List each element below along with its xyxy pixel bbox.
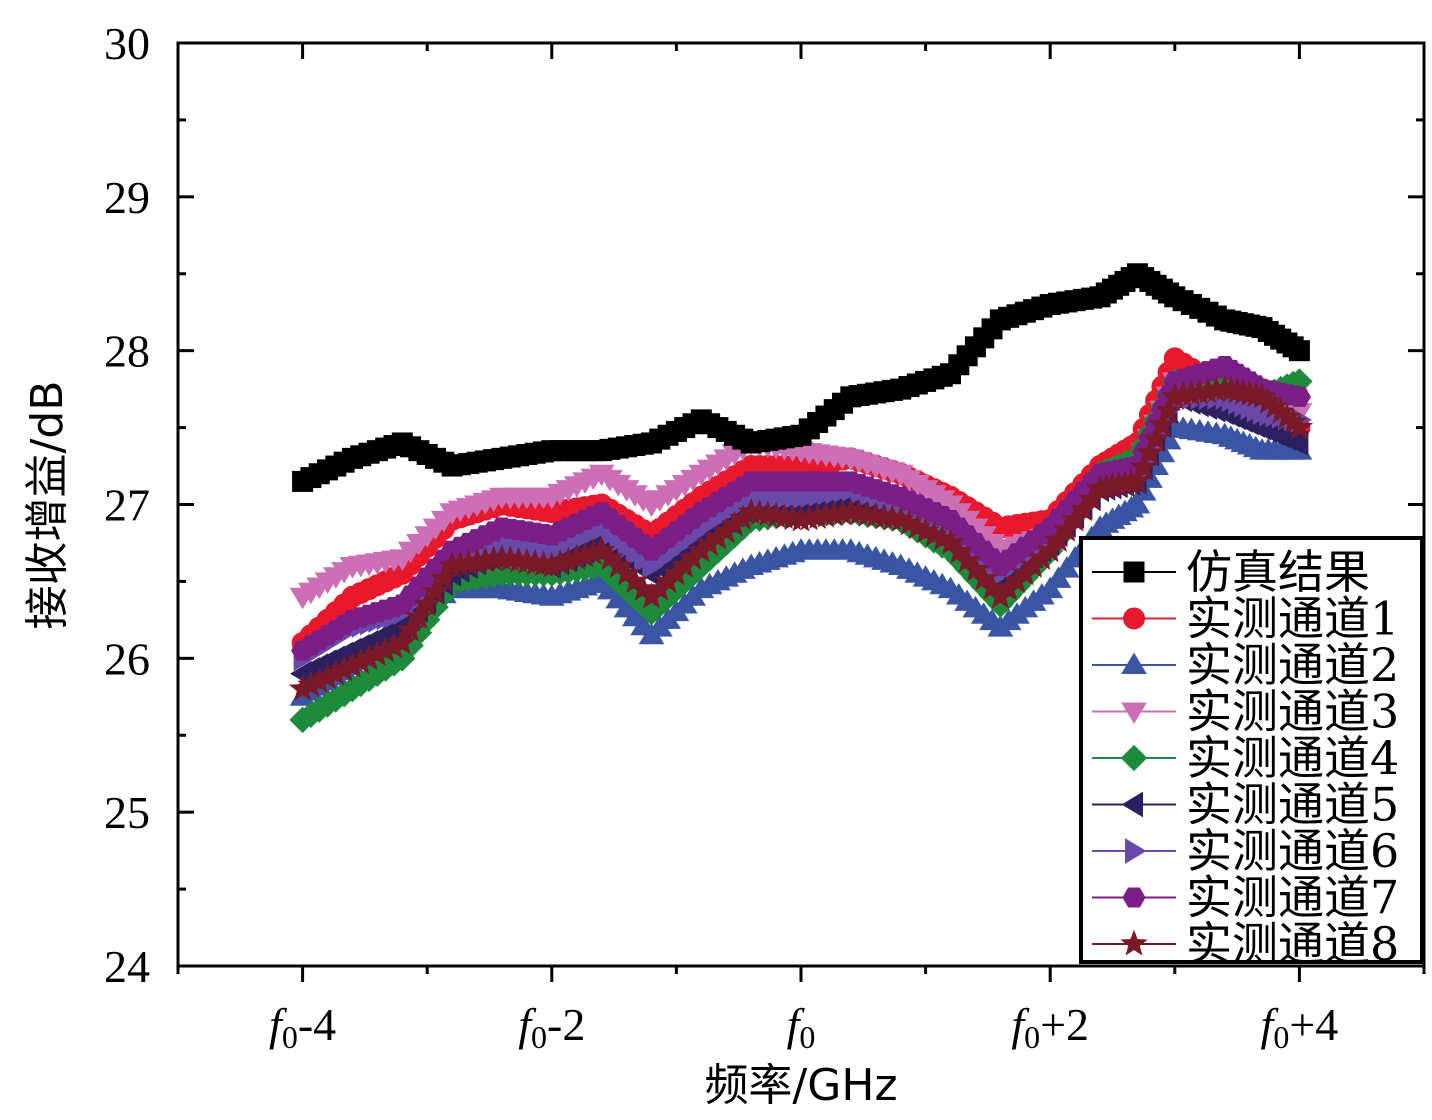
- x-tick-label: f0+4: [1261, 999, 1339, 1055]
- data-point: [1288, 340, 1310, 362]
- legend-marker: [1121, 652, 1147, 674]
- legend-label: 实测通道2: [1186, 638, 1399, 692]
- series-9: [288, 374, 1314, 701]
- legend-label: 实测通道6: [1186, 824, 1399, 878]
- legend-label: 实测通道1: [1186, 592, 1399, 646]
- x-tick-offset: +4: [1289, 999, 1338, 1050]
- legend-marker: [1121, 791, 1143, 818]
- legend-entry-2: 实测通道1: [1092, 592, 1399, 646]
- legend-label: 仿真结果: [1186, 545, 1370, 599]
- x-tick-subscript: 0: [1273, 1019, 1289, 1055]
- y-tick-label: 28: [104, 326, 150, 377]
- series-1: [292, 263, 1310, 492]
- series-8: [291, 356, 1311, 661]
- legend-marker: [1120, 744, 1148, 772]
- legend-label: 实测通道5: [1186, 778, 1399, 832]
- legend-marker: [1123, 607, 1145, 630]
- data-point: [1129, 452, 1158, 479]
- x-tick-subscript: 0: [1024, 1019, 1040, 1055]
- y-tick-label: 29: [104, 172, 150, 223]
- y-tick-label: 30: [104, 18, 150, 69]
- data-point: [388, 628, 416, 655]
- data-point: [1285, 413, 1314, 440]
- x-tick-label: f0-4: [269, 999, 336, 1055]
- legend-marker: [1121, 702, 1147, 724]
- x-tick-label: f0+2: [1011, 999, 1089, 1055]
- data-point: [396, 615, 425, 642]
- legend-label: 实测通道4: [1186, 731, 1399, 785]
- y-axis-title: 接收增益/dB: [22, 381, 73, 630]
- y-tick-label: 24: [104, 941, 150, 992]
- data-point: [1142, 424, 1170, 451]
- data-point: [1124, 492, 1151, 514]
- data-point: [413, 590, 441, 617]
- ticks-layer: 24 25 26 27 28 29 30 f0-4 f0-2 f0 f0+2 f0+4: [104, 18, 1426, 1055]
- data-point: [1154, 396, 1183, 423]
- legend-marker: [1122, 887, 1146, 908]
- data-point: [1136, 438, 1164, 465]
- x-tick-offset: +2: [1040, 999, 1089, 1050]
- legend-entry-9: 实测通道8: [1092, 917, 1399, 971]
- legend-entry-5: 实测通道4: [1092, 731, 1399, 785]
- legend-entry-1: 仿真结果: [1092, 545, 1370, 599]
- x-axis-title: 频率/GHz: [704, 1060, 897, 1111]
- legend-marker: [1123, 561, 1145, 583]
- legend-marker: [1125, 838, 1147, 864]
- data-point: [1287, 386, 1311, 407]
- legend-label: 实测通道8: [1186, 917, 1399, 971]
- legend-marker: [1120, 929, 1148, 956]
- x-tick-subscript: 0: [531, 1019, 547, 1055]
- data-point: [1286, 430, 1309, 456]
- x-tick-subscript: 0: [282, 1019, 298, 1055]
- x-tick-label: f0-2: [518, 999, 585, 1055]
- x-tick-offset: -4: [298, 999, 336, 1050]
- legend: 仿真结果实测通道1实测通道2实测通道3实测通道4实测通道5实测通道6实测通道7实…: [1079, 536, 1424, 971]
- legend-entry-6: 实测通道5: [1092, 778, 1399, 832]
- y-tick-label: 25: [104, 787, 150, 838]
- data-point: [1148, 410, 1177, 437]
- legend-label: 实测通道7: [1186, 871, 1399, 925]
- x-tick-label: f0: [787, 999, 816, 1055]
- legend-entry-3: 实测通道2: [1092, 638, 1399, 692]
- legend-entry-4: 实测通道3: [1092, 685, 1399, 739]
- legend-entry-8: 实测通道7: [1092, 871, 1399, 925]
- legend-label: 实测通道3: [1186, 685, 1399, 739]
- y-tick-label: 26: [104, 633, 150, 684]
- series-layer: [288, 263, 1314, 734]
- x-tick-subscript: 0: [799, 1019, 815, 1055]
- y-tick-label: 27: [104, 480, 150, 531]
- data-point: [421, 577, 450, 604]
- x-tick-offset: -2: [547, 999, 585, 1050]
- data-point: [405, 602, 433, 629]
- legend-entry-7: 实测通道6: [1092, 824, 1399, 878]
- data-point: [1123, 467, 1152, 494]
